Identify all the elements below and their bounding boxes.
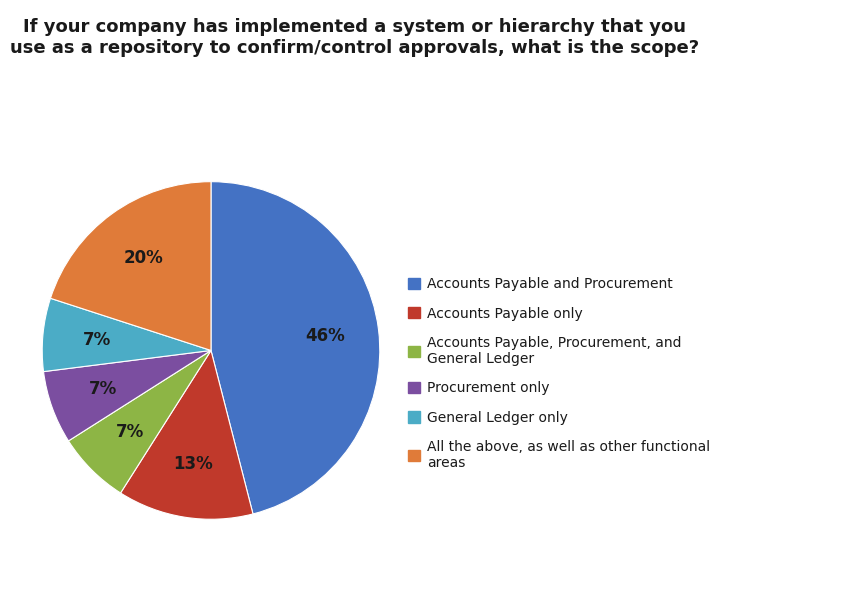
Text: 20%: 20% <box>124 249 164 267</box>
Text: 7%: 7% <box>89 380 117 399</box>
Text: If your company has implemented a system or hierarchy that you
use as a reposito: If your company has implemented a system… <box>10 18 699 56</box>
Wedge shape <box>68 350 211 493</box>
Legend: Accounts Payable and Procurement, Accounts Payable only, Accounts Payable, Procu: Accounts Payable and Procurement, Accoun… <box>408 277 711 470</box>
Wedge shape <box>51 182 211 350</box>
Text: 13%: 13% <box>173 455 213 473</box>
Wedge shape <box>42 298 211 372</box>
Wedge shape <box>44 350 211 441</box>
Text: 46%: 46% <box>305 327 344 345</box>
Text: 7%: 7% <box>83 331 111 349</box>
Wedge shape <box>211 182 380 514</box>
Wedge shape <box>121 350 253 519</box>
Text: 7%: 7% <box>116 422 144 441</box>
